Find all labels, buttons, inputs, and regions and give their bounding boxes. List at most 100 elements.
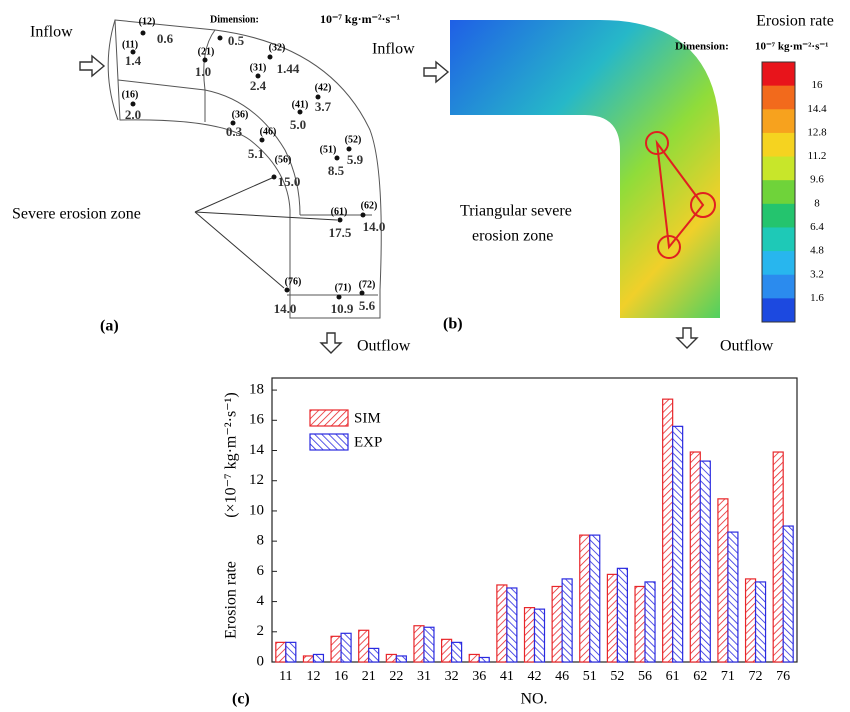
figure: Inflow Dimension: 10⁻⁷ kg·m⁻²·s⁻¹ Severe…: [0, 0, 850, 712]
bar: [562, 579, 572, 662]
bar: [331, 636, 341, 662]
measure-point: [298, 110, 303, 115]
point-id: (51): [320, 144, 337, 155]
bar: [728, 532, 738, 662]
y-tick-label: 8: [257, 533, 265, 549]
point-value: 2.4: [250, 78, 267, 93]
point-id: (41): [292, 99, 309, 110]
colorbar-tick-label: 11.2: [808, 150, 827, 162]
colorbar-title: Erosion rate: [756, 13, 834, 30]
bar: [276, 642, 286, 662]
outflow-arrow: [677, 328, 697, 348]
zone-pointers: [195, 178, 337, 288]
point-id: (12): [139, 16, 156, 27]
bar: [469, 654, 479, 662]
x-tick-label: 61: [666, 669, 680, 684]
colorbar-band: [762, 133, 795, 157]
point-id: (42): [315, 82, 332, 93]
y-tick-label: 10: [249, 502, 264, 518]
zone-label: Triangular severe: [460, 203, 572, 220]
colorbar-tick-label: 8: [814, 197, 820, 209]
point-value: 2.0: [125, 107, 141, 122]
point-id: (72): [359, 279, 376, 290]
bar: [479, 657, 489, 662]
point-id: (62): [361, 200, 378, 211]
point-value: 5.1: [248, 146, 264, 161]
bar: [369, 648, 379, 662]
bar: [580, 535, 590, 662]
point-id: (31): [250, 62, 267, 73]
zone-label: erosion zone: [472, 228, 553, 245]
colorbar-tick-label: 3.2: [810, 268, 824, 280]
bar: [635, 586, 645, 662]
colorbar-band: [762, 180, 795, 204]
point-id: (52): [345, 134, 362, 145]
measure-point: [338, 218, 343, 223]
point-id: (61): [331, 206, 348, 217]
panel-label: (b): [443, 316, 463, 333]
bar: [756, 582, 766, 662]
legend-label: EXP: [354, 434, 382, 450]
x-tick-label: 51: [583, 669, 597, 684]
y-tick-label: 14: [249, 442, 265, 458]
colorbar-band: [762, 62, 795, 86]
x-tick-label: 62: [693, 669, 707, 684]
panel-label: (a): [100, 318, 119, 335]
bar: [286, 642, 296, 662]
bar: [617, 568, 627, 662]
bar: [313, 654, 323, 662]
legend-swatch: [310, 410, 348, 426]
colorbar-tick-label: 9.6: [810, 174, 824, 186]
legend-label: SIM: [354, 410, 381, 426]
bar: [663, 399, 673, 662]
inflow-label: Inflow: [372, 41, 415, 58]
zone-label: Severe erosion zone: [12, 206, 141, 223]
point-id: (16): [122, 89, 139, 100]
bar: [645, 582, 655, 662]
point-id: (32): [269, 42, 286, 53]
measure-point: [285, 288, 290, 293]
bar: [700, 461, 710, 662]
bar: [341, 633, 351, 662]
measure-point: [141, 31, 146, 36]
measure-point: [218, 36, 223, 41]
measure-point: [337, 295, 342, 300]
bar: [746, 579, 756, 662]
colorbar-band: [762, 298, 795, 322]
colorbar-tick-label: 1.6: [810, 292, 824, 304]
y-axis-label: Erosion rate: [223, 561, 240, 639]
panel-label: (c): [232, 691, 250, 708]
bar: [386, 654, 396, 662]
colorbar-band: [762, 157, 795, 181]
point-id: (56): [275, 154, 292, 165]
bar: [673, 426, 683, 662]
point-value: 1.44: [277, 61, 300, 76]
x-tick-label: 42: [528, 669, 542, 684]
point-value: 0.5: [228, 33, 245, 48]
point-value: 8.5: [328, 163, 345, 178]
colorbar-tick-label: 16: [812, 79, 824, 91]
point-value: 1.0: [195, 64, 211, 79]
dimension-unit: 10⁻⁷ kg·m⁻²·s⁻¹: [320, 12, 401, 26]
x-tick-label: 32: [445, 669, 459, 684]
measure-point: [272, 175, 277, 180]
point-value: 5.9: [347, 152, 364, 167]
colorbar-tick-label: 14.4: [807, 103, 827, 115]
outflow-arrow: [321, 333, 341, 353]
y-tick-label: 6: [257, 563, 265, 579]
colorbar-tick-label: 6.4: [810, 221, 824, 233]
measure-point: [131, 102, 136, 107]
point-id: (21): [198, 46, 215, 57]
legend-swatch: [310, 434, 348, 450]
inflow-label: Inflow: [30, 24, 73, 41]
x-axis-label: NO.: [520, 691, 547, 708]
colorbar-band: [762, 275, 795, 299]
point-id: (76): [285, 276, 302, 287]
measure-point: [335, 156, 340, 161]
x-tick-label: 72: [749, 669, 763, 684]
point-value: 5.6: [359, 298, 376, 313]
y-axis-label: (×10⁻⁷ kg·m⁻²·s⁻¹): [223, 392, 240, 518]
point-value: 17.5: [329, 225, 352, 240]
x-tick-label: 71: [721, 669, 735, 684]
outflow-label: Outflow: [720, 338, 774, 355]
